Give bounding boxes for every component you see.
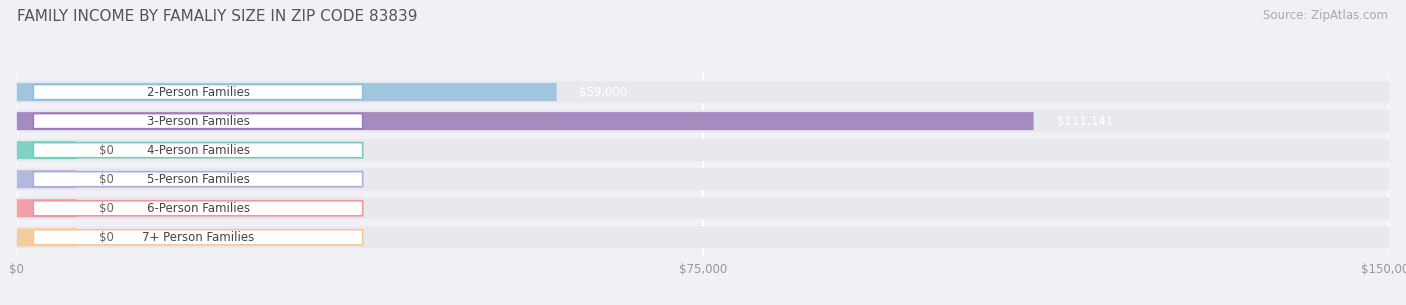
FancyBboxPatch shape: [34, 143, 363, 158]
FancyBboxPatch shape: [34, 172, 363, 187]
FancyBboxPatch shape: [17, 110, 1389, 132]
Text: 4-Person Families: 4-Person Families: [146, 144, 249, 157]
FancyBboxPatch shape: [17, 83, 557, 101]
FancyBboxPatch shape: [34, 84, 363, 100]
Text: Source: ZipAtlas.com: Source: ZipAtlas.com: [1263, 9, 1388, 22]
FancyBboxPatch shape: [17, 197, 1389, 219]
FancyBboxPatch shape: [34, 113, 363, 129]
FancyBboxPatch shape: [17, 139, 1389, 161]
Text: $111,141: $111,141: [1056, 115, 1112, 127]
FancyBboxPatch shape: [17, 81, 1389, 103]
FancyBboxPatch shape: [34, 230, 363, 245]
FancyBboxPatch shape: [17, 168, 1389, 190]
Text: 2-Person Families: 2-Person Families: [146, 86, 249, 99]
FancyBboxPatch shape: [34, 201, 363, 216]
Text: $0: $0: [100, 231, 114, 244]
Text: 7+ Person Families: 7+ Person Families: [142, 231, 254, 244]
FancyBboxPatch shape: [17, 226, 1389, 248]
Text: $0: $0: [100, 173, 114, 186]
FancyBboxPatch shape: [17, 170, 76, 188]
Text: $0: $0: [100, 144, 114, 157]
FancyBboxPatch shape: [17, 199, 76, 217]
FancyBboxPatch shape: [17, 141, 76, 159]
Text: 3-Person Families: 3-Person Families: [146, 115, 249, 127]
Text: FAMILY INCOME BY FAMALIY SIZE IN ZIP CODE 83839: FAMILY INCOME BY FAMALIY SIZE IN ZIP COD…: [17, 9, 418, 24]
FancyBboxPatch shape: [17, 112, 1033, 130]
FancyBboxPatch shape: [17, 228, 76, 246]
Text: $59,000: $59,000: [579, 86, 627, 99]
Text: 5-Person Families: 5-Person Families: [146, 173, 249, 186]
Text: $0: $0: [100, 202, 114, 215]
Text: 6-Person Families: 6-Person Families: [146, 202, 249, 215]
